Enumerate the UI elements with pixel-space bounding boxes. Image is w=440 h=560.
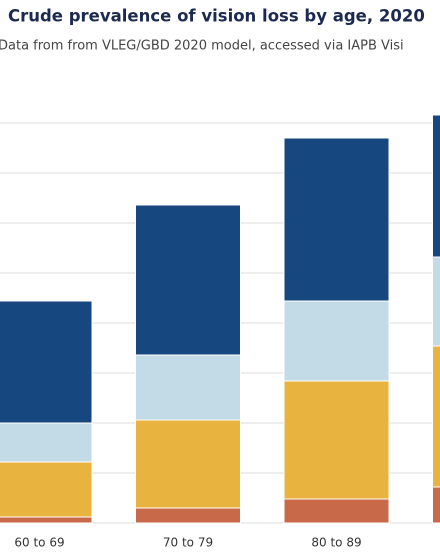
bar-segment — [283, 498, 390, 524]
bar-segment — [135, 204, 241, 356]
bar-segment — [283, 380, 390, 500]
bar-segment — [0, 422, 93, 463]
bar-segment — [0, 461, 93, 518]
chart-subtitle: Data from from VLEG/GBD 2020 model, acce… — [0, 39, 404, 54]
chart-title: Crude prevalence of vision loss by age, … — [8, 7, 425, 26]
bar-segment — [432, 114, 440, 258]
bar-segment — [135, 507, 241, 524]
x-tick-label: 80 to 89 — [311, 536, 361, 550]
bar-segment — [0, 300, 93, 424]
x-tick-label: 60 to 69 — [14, 536, 64, 550]
bar-segment — [432, 345, 440, 488]
bar-segment — [432, 486, 440, 524]
bar-segment — [0, 516, 93, 524]
bar-segment — [283, 300, 390, 382]
bar-segment — [432, 256, 440, 347]
bar-segment — [135, 354, 241, 421]
x-tick-label: 70 to 79 — [163, 536, 213, 550]
bar-segment — [135, 419, 241, 509]
bar-segment — [283, 137, 390, 302]
